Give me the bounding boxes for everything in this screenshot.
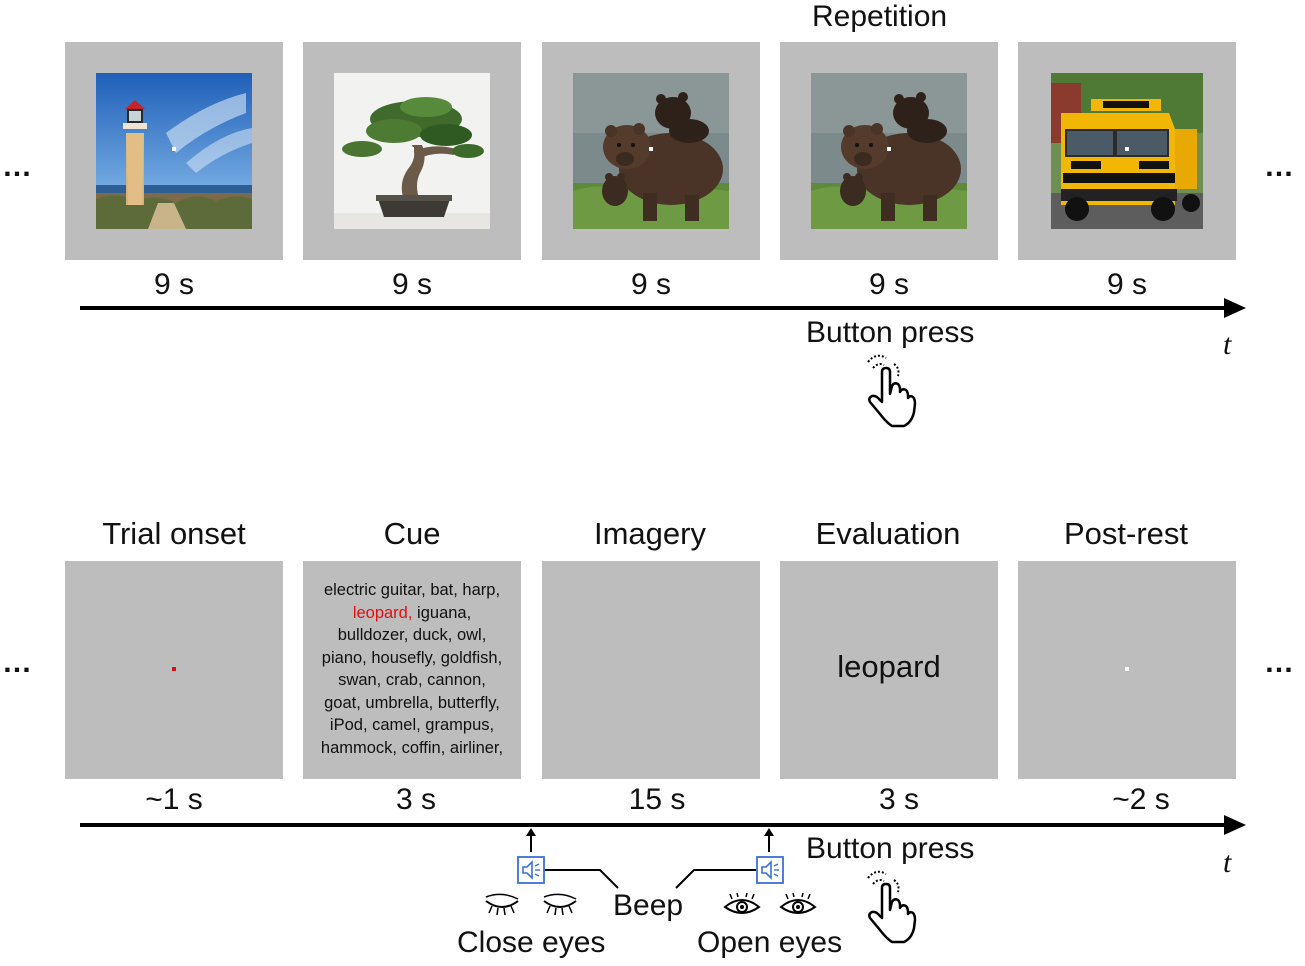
- cue-line-rest: iguana,: [417, 603, 472, 622]
- bear-image: [573, 73, 729, 229]
- fixation-dot: [1125, 667, 1129, 671]
- fixation-dot: [1125, 147, 1129, 151]
- beep-label: Beep: [613, 889, 684, 922]
- evaluation-word: leopard: [837, 649, 941, 684]
- phase-label-evaluation: Evaluation: [815, 516, 961, 551]
- bottom-duration-4: 3 s: [878, 783, 920, 816]
- top-panel-5: [1018, 42, 1236, 260]
- hand-press-icon: [867, 354, 917, 428]
- post-rest-panel: [1018, 561, 1236, 779]
- cue-panel: electric guitar, bat, harp, leopard, igu…: [303, 561, 521, 779]
- top-duration-2: 9 s: [391, 268, 433, 301]
- school-bus-image: [1051, 73, 1203, 229]
- top-time-label: t: [1223, 328, 1232, 361]
- cue-line: iPod, camel, grampus,: [329, 716, 495, 734]
- closed-eye-icon: [485, 893, 519, 916]
- bottom-right-ellipsis: …: [1264, 646, 1296, 679]
- top-duration-3: 9 s: [630, 268, 672, 301]
- top-duration-4: 9 s: [868, 268, 910, 301]
- open-eyes-label: Open eyes: [697, 926, 843, 959]
- phase-label-trial-onset: Trial onset: [102, 516, 246, 551]
- cue-line: piano, housefly, goldfish,: [321, 648, 503, 667]
- bottom-duration-2: 3 s: [395, 783, 437, 816]
- cue-word-list: electric guitar, bat, harp, leopard, igu…: [303, 579, 521, 759]
- hand-press-icon: [867, 870, 917, 944]
- top-time-axis: [80, 298, 1246, 318]
- speaker-icon: [756, 856, 784, 884]
- bottom-button-press-label: Button press: [806, 832, 975, 865]
- closed-eye-icon: [543, 893, 577, 916]
- beep-connectors: [526, 828, 774, 889]
- cue-line: swan, crab, cannon,: [338, 671, 486, 689]
- bottom-duration-1: ~1 s: [145, 783, 203, 816]
- cue-highlight-word: leopard,: [352, 603, 413, 622]
- phase-label-imagery: Imagery: [594, 516, 706, 551]
- speaker-icon: [517, 856, 545, 884]
- cue-line: leopard, iguana,: [303, 602, 521, 625]
- fixation-dot: [649, 147, 653, 151]
- top-button-press-label: Button press: [806, 316, 975, 349]
- top-left-ellipsis: …: [2, 150, 34, 183]
- imagery-panel: [542, 561, 760, 779]
- bonsai-tree-image: [334, 73, 490, 229]
- bear-image: [811, 73, 967, 229]
- top-duration-1: 9 s: [153, 268, 195, 301]
- cue-line: bulldozer, duck, owl,: [337, 626, 487, 644]
- bottom-time-label: t: [1223, 846, 1232, 879]
- red-fixation-dot: [172, 667, 176, 671]
- top-right-ellipsis: …: [1264, 150, 1296, 183]
- close-eyes-label: Close eyes: [457, 926, 606, 959]
- top-duration-5: 9 s: [1106, 268, 1148, 301]
- cue-line: goat, umbrella, butterfly,: [324, 693, 500, 712]
- lighthouse-image: [96, 73, 252, 229]
- fixation-dot: [172, 147, 176, 151]
- repetition-label: Repetition: [812, 0, 948, 33]
- open-eye-icon: [723, 892, 761, 914]
- bottom-duration-3: 15 s: [628, 783, 686, 816]
- evaluation-panel: leopard: [780, 561, 998, 779]
- phase-label-post-rest: Post-rest: [1063, 516, 1189, 551]
- phase-label-cue: Cue: [383, 516, 441, 551]
- fixation-dot: [410, 147, 414, 151]
- top-panel-1: [65, 42, 283, 260]
- top-panel-2: [303, 42, 521, 260]
- bottom-duration-5: ~2 s: [1112, 783, 1170, 816]
- bottom-left-ellipsis: …: [2, 646, 34, 679]
- trial-onset-panel: [65, 561, 283, 779]
- top-panel-4: [780, 42, 998, 260]
- bottom-time-axis: [80, 815, 1246, 835]
- top-panel-3: [542, 42, 760, 260]
- open-eye-icon: [779, 892, 817, 914]
- cue-line: hammock, coffin, airliner,: [320, 738, 504, 757]
- cue-line: electric guitar, bat, harp,: [323, 581, 501, 599]
- fixation-dot: [887, 147, 891, 151]
